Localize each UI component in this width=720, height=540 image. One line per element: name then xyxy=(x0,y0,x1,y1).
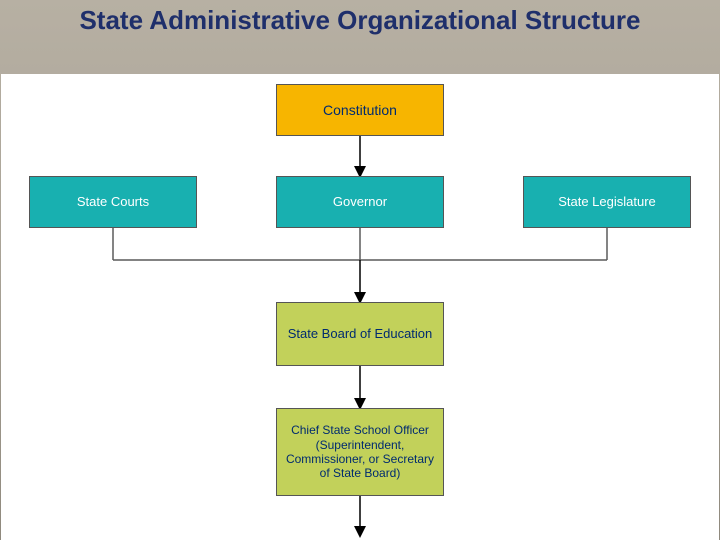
node-state-courts: State Courts xyxy=(29,176,197,228)
node-state-board: State Board of Education xyxy=(276,302,444,366)
org-chart-diagram: Constitution State Courts Governor State Le… xyxy=(1,74,719,540)
page-title: State Administrative Organizational Stru… xyxy=(0,6,720,36)
node-state-legislature: State Legislature xyxy=(523,176,691,228)
node-constitution: Constitution xyxy=(276,84,444,136)
node-chief-officer: Chief State School Officer (Superintende… xyxy=(276,408,444,496)
node-governor: Governor xyxy=(276,176,444,228)
